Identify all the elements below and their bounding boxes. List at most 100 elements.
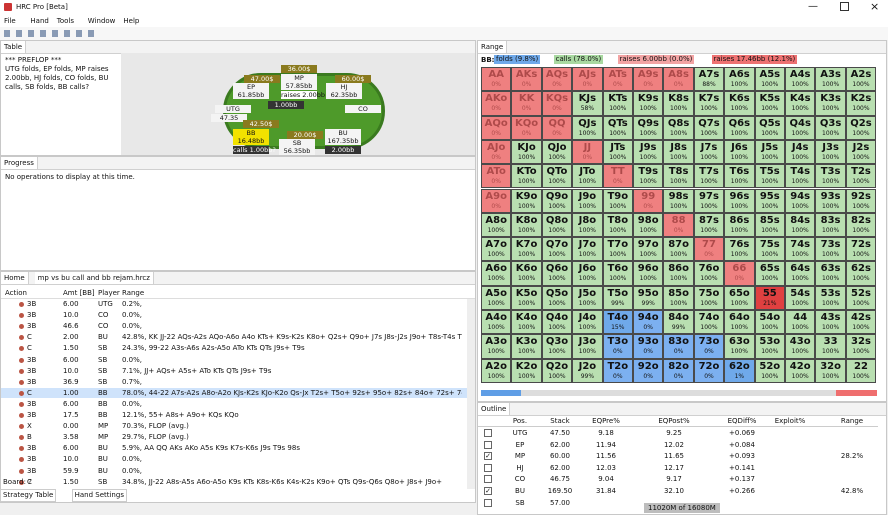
tree-cell[interactable]: 3B <box>27 366 37 375</box>
hand-cell[interactable]: J9o 100% <box>572 188 603 213</box>
hand-cell[interactable]: 86s 100% <box>724 212 755 238</box>
hand-cell[interactable]: T5s 100% <box>754 164 785 189</box>
hand-cell[interactable]: 87s 100% <box>693 212 725 238</box>
hand-cell[interactable]: 83s 100% <box>815 212 846 238</box>
hand-cell[interactable]: J9s 100% <box>633 139 664 165</box>
hand-cell[interactable]: K7s 100% <box>693 91 725 116</box>
hand-cell[interactable]: T9o 100% <box>602 188 633 213</box>
hand-cell[interactable]: K5s 100% <box>754 91 785 116</box>
hand-cell[interactable]: T7o 100% <box>602 237 633 262</box>
hand-cell[interactable]: T3s 100% <box>815 164 846 189</box>
hand-cell[interactable]: A5s 100% <box>754 67 785 92</box>
hand-cell[interactable]: 95o 99% <box>633 285 664 310</box>
hand-cell[interactable]: A6o 100% <box>481 261 512 286</box>
checkbox[interactable] <box>484 429 492 437</box>
hand-cell[interactable]: 53s 100% <box>815 285 846 310</box>
hand-cell[interactable]: 64s 100% <box>785 261 816 286</box>
hand-cell[interactable]: Q3s 100% <box>815 115 846 140</box>
hand-cell[interactable]: 42o 100% <box>785 358 816 383</box>
hand-cell[interactable]: K3s 100% <box>815 91 846 116</box>
hand-cell[interactable]: 88 0% <box>663 212 694 238</box>
hand-cell[interactable]: Q9s 100% <box>633 115 664 140</box>
hand-cell[interactable]: J5s 100% <box>754 139 785 165</box>
hand-cell[interactable]: J6s 100% <box>724 139 755 165</box>
hand-cell[interactable]: 99 0% <box>633 188 664 213</box>
hand-cell[interactable]: 97s 100% <box>693 188 725 213</box>
hand-cell[interactable]: 32o 100% <box>815 358 846 383</box>
hand-cell[interactable]: Q2o 100% <box>541 358 573 383</box>
hand-cell[interactable]: 93o 0% <box>633 334 664 359</box>
hand-cell[interactable]: K4o 100% <box>511 310 542 335</box>
hand-cell[interactable]: 54o 100% <box>754 310 785 335</box>
hand-cell[interactable]: K2s 100% <box>845 91 877 116</box>
tree-cell[interactable]: 3B <box>27 377 37 386</box>
hand-cell[interactable]: 53o 100% <box>754 334 785 359</box>
hand-cell[interactable]: K9s 100% <box>633 91 664 116</box>
hand-cell[interactable]: J8o 100% <box>572 212 603 238</box>
hand-cell[interactable]: 77 0% <box>693 237 725 262</box>
hand-cell[interactable]: JJ 0% <box>572 139 603 165</box>
hand-cell[interactable]: J7s 100% <box>693 139 725 165</box>
tree-cell[interactable]: C <box>27 333 32 342</box>
hand-cell[interactable]: T3o 0% <box>602 334 633 359</box>
hand-cell[interactable]: QJs 100% <box>572 115 603 140</box>
hand-cell[interactable]: Q3o 100% <box>541 334 573 359</box>
hand-cell[interactable]: 66 0% <box>724 261 755 286</box>
hand-cell[interactable]: 75s 100% <box>754 237 785 262</box>
hand-cell[interactable]: Q7s 100% <box>693 115 725 140</box>
tree-cell[interactable]: 3B <box>27 322 37 331</box>
hand-cell[interactable]: 44 100% <box>785 310 816 335</box>
hand-cell[interactable]: AA 0% <box>481 67 512 92</box>
hand-cell[interactable]: ATs 0% <box>602 67 633 92</box>
hand-cell[interactable]: 76s 100% <box>724 237 755 262</box>
hand-cell[interactable]: 87o 100% <box>663 237 694 262</box>
hand-cell[interactable]: 96o 100% <box>633 261 664 286</box>
hand-cell[interactable]: T6o 100% <box>602 261 633 286</box>
hand-cell[interactable]: 33 100% <box>815 334 846 359</box>
hand-cell[interactable]: A8o 100% <box>481 212 512 238</box>
hand-cell[interactable]: A4o 100% <box>481 310 512 335</box>
tab[interactable]: Home <box>1 272 29 284</box>
hand-cell[interactable]: AKo 0% <box>481 91 512 116</box>
hand-cell[interactable]: A7s 88% <box>693 67 725 92</box>
hand-cell[interactable]: 85o 100% <box>663 285 694 310</box>
hand-cell[interactable]: Q7o 100% <box>541 237 573 262</box>
hand-cell[interactable]: 55 21% <box>754 285 785 310</box>
bottom-tab[interactable]: Strategy Table <box>0 489 57 502</box>
hand-cell[interactable]: AKs 0% <box>511 67 542 92</box>
hand-cell[interactable]: A3s 100% <box>815 67 846 92</box>
checkbox[interactable]: ✓ <box>484 487 492 495</box>
toolbar-icons[interactable] <box>4 30 96 37</box>
tab[interactable]: mp vs bu call and bb rejam.hrcz <box>34 272 154 284</box>
hand-cell[interactable]: 73s 100% <box>815 237 846 262</box>
hand-cell[interactable]: 82o 0% <box>663 358 694 383</box>
hand-cell[interactable]: JTs 100% <box>602 139 633 165</box>
hand-cell[interactable]: 54s 100% <box>785 285 816 310</box>
tree-cell[interactable]: 3B <box>27 455 37 464</box>
hand-cell[interactable]: Q4o 100% <box>541 310 573 335</box>
tab[interactable]: Progress <box>1 157 38 169</box>
hand-cell[interactable]: 32s 100% <box>845 334 877 359</box>
hand-cell[interactable]: 74o 100% <box>693 310 725 335</box>
hand-cell[interactable]: 98s 100% <box>663 188 694 213</box>
hand-cell[interactable]: 83o 0% <box>663 334 694 359</box>
tree-cell[interactable]: 3B <box>27 355 37 364</box>
close-button[interactable]: × <box>870 0 880 13</box>
hand-cell[interactable]: JTo 100% <box>572 164 603 189</box>
hand-cell[interactable]: 72s 100% <box>845 237 877 262</box>
hand-cell[interactable]: 75o 100% <box>693 285 725 310</box>
hand-cell[interactable]: 65s 100% <box>754 261 785 286</box>
hand-cell[interactable]: J8s 100% <box>663 139 694 165</box>
hand-cell[interactable]: A5o 100% <box>481 285 512 310</box>
hand-cell[interactable]: J2s 100% <box>845 139 877 165</box>
hand-cell[interactable]: J5o 100% <box>572 285 603 310</box>
hand-cell[interactable]: T5o 99% <box>602 285 633 310</box>
hand-cell[interactable]: J6o 100% <box>572 261 603 286</box>
hand-cell[interactable]: Q5o 100% <box>541 285 573 310</box>
hand-cell[interactable]: 93s 100% <box>815 188 846 213</box>
tree-cell[interactable]: 3B <box>27 444 37 453</box>
hand-cell[interactable]: K7o 100% <box>511 237 542 262</box>
hand-cell[interactable]: A9s 0% <box>633 67 664 92</box>
hand-cell[interactable]: T8o 100% <box>602 212 633 238</box>
hand-cell[interactable]: K8o 100% <box>511 212 542 238</box>
